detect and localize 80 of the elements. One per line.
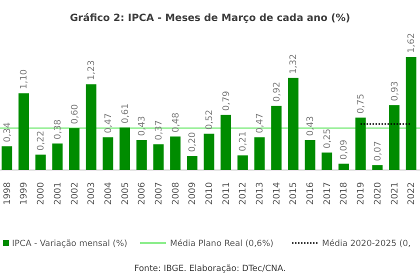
source-note: Fonte: IBGE. Elaboração: DTec/CNA. <box>134 264 286 274</box>
x-tick-label: 2018 <box>340 182 350 205</box>
data-label: 1,62 <box>407 32 418 53</box>
x-tick-label: 2004 <box>104 182 114 205</box>
x-tick-label: 2010 <box>205 182 215 205</box>
legend-label: IPCA - Variação mensal (%) <box>12 239 128 249</box>
bar <box>120 127 130 170</box>
bar <box>2 146 12 170</box>
bar <box>271 106 282 170</box>
bar <box>322 152 332 170</box>
data-label: 0,21 <box>238 131 249 152</box>
legend-label: Média 2020-2025 (0, <box>322 239 411 249</box>
data-label: 0,43 <box>138 116 148 136</box>
x-tick-label: 2007 <box>154 182 164 205</box>
bar <box>338 164 349 170</box>
bar <box>372 165 383 170</box>
data-label: 1,10 <box>20 68 30 90</box>
data-label: 0,47 <box>256 113 266 134</box>
bar <box>237 155 248 170</box>
x-tick-label: 2003 <box>87 182 98 205</box>
x-tick-label: 2012 <box>238 182 249 205</box>
data-label: 0,79 <box>222 90 232 111</box>
data-label: 0,92 <box>272 82 282 102</box>
bar <box>389 105 400 170</box>
data-label: 0,52 <box>205 110 215 130</box>
bar <box>204 134 214 170</box>
x-tick-label: 2013 <box>256 182 266 205</box>
data-label: 0,43 <box>306 116 316 136</box>
bar <box>102 137 114 170</box>
x-tick-label: 2000 <box>36 182 47 205</box>
data-label: 0,07 <box>373 141 384 162</box>
x-tick-label: 2008 <box>171 182 182 205</box>
bar <box>35 154 46 170</box>
bar <box>18 93 29 170</box>
x-tick-label: 2015 <box>289 182 300 205</box>
data-label: 0,60 <box>70 104 80 124</box>
bar <box>86 84 96 170</box>
x-tick-label: 2005 <box>120 182 131 205</box>
bar <box>406 57 416 170</box>
x-tick-label: 2017 <box>322 182 333 205</box>
data-label: 0,48 <box>171 112 182 133</box>
x-tick-label: 2016 <box>306 182 316 205</box>
data-label: 1,23 <box>87 60 98 80</box>
x-tick-label: 2002 <box>70 182 80 205</box>
data-label: 0,37 <box>154 120 164 140</box>
x-tick-label: 2019 <box>356 182 367 205</box>
bar <box>170 136 181 170</box>
bar <box>220 114 232 170</box>
x-tick-label: 2011 <box>222 182 232 205</box>
data-label: 0,09 <box>340 139 350 160</box>
x-tick-label: 2001 <box>53 182 64 205</box>
x-tick-label: 1998 <box>2 182 13 205</box>
x-tick-label: 2014 <box>272 182 282 205</box>
bar <box>254 137 265 170</box>
bar <box>136 140 147 170</box>
data-label: 0,75 <box>356 94 367 114</box>
data-label: 0,38 <box>53 119 64 140</box>
data-label: 1,32 <box>289 54 300 74</box>
x-tick-label: 2020 <box>373 182 384 205</box>
x-tick-label: 1999 <box>20 182 30 205</box>
data-label: 0,20 <box>188 132 198 152</box>
legend-label: Média Plano Real (0,6%) <box>170 239 274 249</box>
bar <box>355 118 366 170</box>
data-label: 0,61 <box>120 103 131 124</box>
data-label: 0,34 <box>2 122 13 142</box>
chart-title: Gráfico 2: IPCA - Meses de Março de cada ano (%) <box>70 13 350 24</box>
bar <box>153 144 164 170</box>
bar <box>304 140 316 170</box>
bar <box>52 143 63 170</box>
x-tick-label: 2009 <box>188 182 198 205</box>
x-tick-label: 2021 <box>390 182 400 205</box>
x-tick-label: 2006 <box>138 182 148 205</box>
data-label: 0,93 <box>390 81 400 102</box>
bar <box>69 128 80 170</box>
bar <box>288 78 298 170</box>
data-label: 0,22 <box>36 130 47 151</box>
data-label: 0,47 <box>104 113 114 134</box>
x-tick-label: 2022 <box>407 182 418 205</box>
bar <box>186 156 198 170</box>
data-label: 0,25 <box>322 128 333 149</box>
